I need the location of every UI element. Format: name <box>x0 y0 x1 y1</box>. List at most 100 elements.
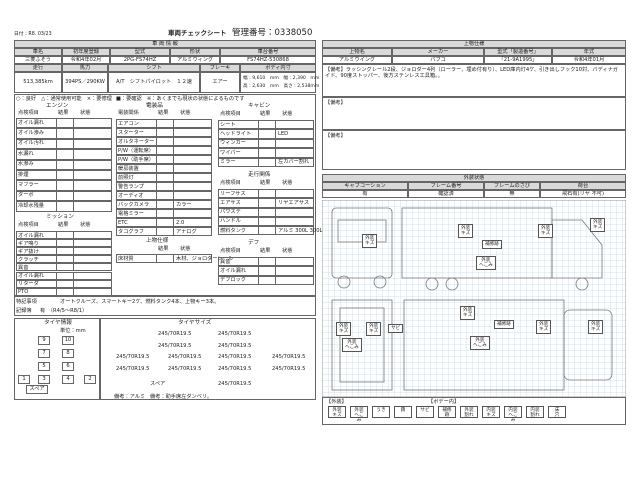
cell <box>62 48 110 56</box>
column-header: 結果 <box>260 248 271 254</box>
check-item: 暖房装置 <box>118 165 139 172</box>
cell <box>56 201 74 212</box>
cell <box>56 180 74 191</box>
cell <box>200 64 240 72</box>
field-value: 三菱ふそう <box>25 57 51 63</box>
check-item: オイル滲み <box>18 129 44 136</box>
control-number: 管理番号：0338050 <box>232 28 313 38</box>
check-item: オイル漏れ <box>18 273 44 279</box>
check-item: リーフサス <box>220 190 246 197</box>
field-label: 車名 <box>32 49 44 55</box>
tire-size: 245/70R19.5 <box>218 331 252 337</box>
tire-position: 3 <box>42 376 46 382</box>
legend-item: 錆 <box>394 406 412 418</box>
cell <box>200 72 240 93</box>
cell <box>258 120 276 130</box>
cell <box>56 118 74 129</box>
cell <box>322 190 408 198</box>
column-header: 点検項目 <box>220 248 241 254</box>
damage-tag: 外装 キズ <box>536 320 552 334</box>
check-item: エアサス <box>220 199 241 206</box>
tire-position: 6 <box>66 363 70 369</box>
cell <box>110 56 170 64</box>
field-label: 型式 <box>134 49 146 55</box>
spare-label: スペア <box>150 381 166 387</box>
cell <box>108 64 200 72</box>
tire-unit: 単位：mm <box>60 328 86 334</box>
cell <box>14 64 62 72</box>
notes-text: オートクルーズ、スマートキー2ケ、燃料タンク4本、上物キー3本。 <box>60 299 220 305</box>
legend-item: 外装 へこみ <box>350 406 368 423</box>
damage-tag: サビ <box>388 324 404 333</box>
cell <box>108 72 200 93</box>
tire-position: 4 <box>66 376 70 382</box>
cell <box>56 271 74 280</box>
item-state: LED <box>278 130 289 137</box>
cell <box>258 266 276 276</box>
cell <box>156 128 174 137</box>
cell <box>56 128 74 139</box>
remark: 備考：助手席左ダンベリ。 <box>150 394 213 400</box>
cell <box>322 397 626 425</box>
cell <box>14 318 100 400</box>
item-state: 2.0 <box>176 219 185 226</box>
damage-tag: 補修跡 <box>494 320 514 329</box>
check-item: 異音 <box>18 264 29 271</box>
legend-item: 内装 キズ <box>482 406 500 418</box>
column-header: 状態 <box>80 222 91 228</box>
cell <box>56 170 74 181</box>
legend-item: 内装 へこみ <box>504 406 522 423</box>
column-header: 結果 <box>158 110 169 116</box>
column-header: 状態 <box>282 248 293 254</box>
cell <box>56 239 74 248</box>
check-item: P/W（運転席） <box>118 147 154 154</box>
field-label: フレームのさび <box>493 183 531 189</box>
legend-item: 補修跡 <box>438 406 456 418</box>
item-state: リヤエアサス <box>278 199 310 206</box>
cell <box>38 336 50 345</box>
check-item: リターダ <box>18 281 39 288</box>
field-label: キャブコーション <box>344 183 386 189</box>
remark: 【備考】 <box>325 133 346 139</box>
cell <box>14 56 62 64</box>
section-title: デフ <box>248 240 260 246</box>
check-item: ヘッドライト <box>220 130 252 137</box>
item-state: 木材、ジョロダーレール <box>176 255 234 262</box>
tire-size: 245/70R19.5 <box>168 354 202 360</box>
cell <box>258 275 276 286</box>
legend-item: 外装 キズ <box>328 406 346 418</box>
body-size: 幅：9,610 mm 幅：2,390 mm <box>243 76 320 81</box>
field-value: A/T シフトパイロット １２速 <box>116 79 192 85</box>
legend-item: サビ <box>416 406 434 418</box>
field-value: アルミウイング <box>338 57 376 63</box>
check-item: オイル汚れ <box>18 140 44 147</box>
check-item: オイル漏れ <box>18 119 44 126</box>
legend-item: 外装 割れ <box>460 406 478 418</box>
legend: ■：要確認 ※：あくまでも現状の状態によるものです <box>116 96 245 102</box>
cell <box>156 200 174 209</box>
field-value: エアー <box>212 79 228 85</box>
remark: 備考：アルミ <box>114 394 146 400</box>
damage-tag: 外装 キズ <box>590 218 606 232</box>
cell <box>62 336 74 345</box>
damage-tag: 外装 キズ <box>366 322 382 336</box>
cell <box>156 218 174 227</box>
tire-size: 245/70R19.5 <box>272 354 306 360</box>
check-item: オーディオ <box>118 192 144 199</box>
check-item: PTO <box>18 289 29 296</box>
cell <box>322 130 626 170</box>
tire-title: タイヤ情報 <box>44 320 72 326</box>
cell <box>62 375 74 384</box>
vehicle-title: 車 両 情 報 <box>152 41 178 47</box>
legend-item: 床 穴 <box>548 406 566 418</box>
field-label: メーカー <box>427 49 449 55</box>
legend-title: 【外装】 <box>326 399 347 405</box>
field-label: 初年度登録 <box>73 49 99 55</box>
section-title: 走行関係 <box>248 172 271 178</box>
exterior-title: 外装状態 <box>463 175 485 181</box>
field-label: 走行 <box>32 65 44 71</box>
cell <box>322 182 408 190</box>
cell <box>240 64 316 72</box>
body-size: 高：2,630 mm 高さ：2,538mm <box>243 84 320 89</box>
